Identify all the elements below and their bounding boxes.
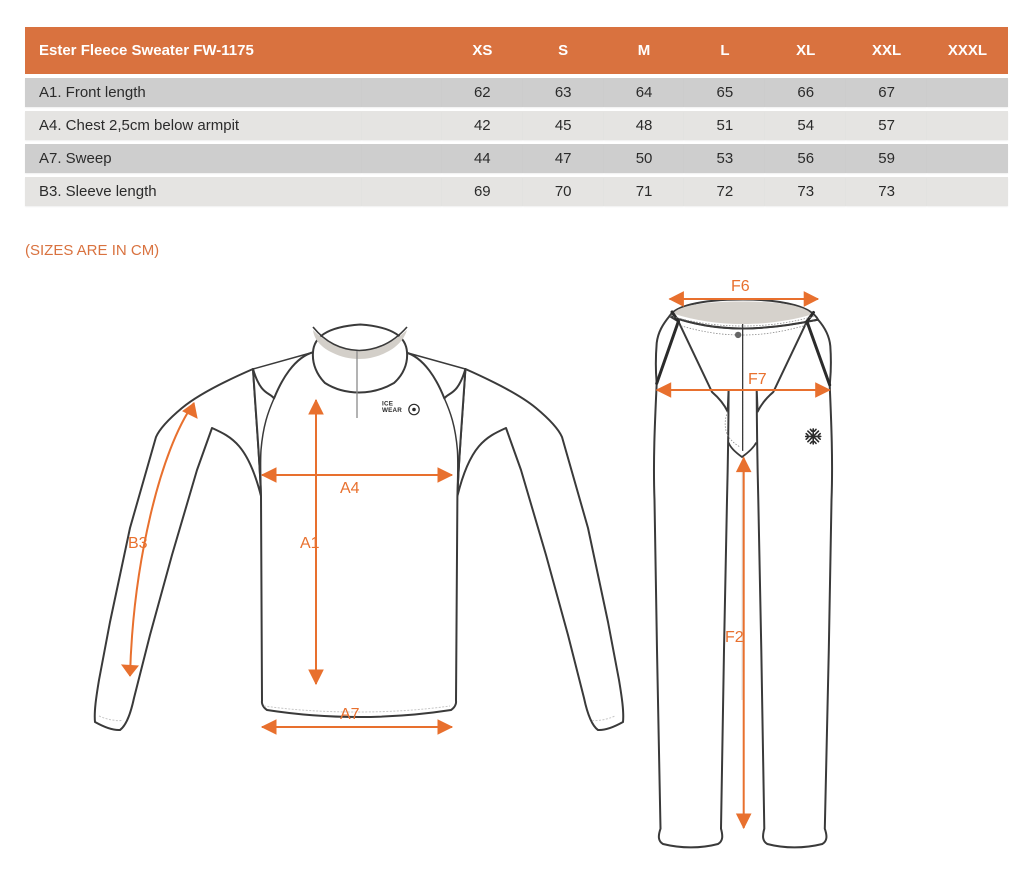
svg-text:B3: B3 bbox=[128, 535, 148, 552]
svg-text:WEAR: WEAR bbox=[382, 407, 402, 414]
svg-text:F2: F2 bbox=[725, 629, 744, 646]
svg-text:A4: A4 bbox=[340, 480, 360, 497]
svg-text:F7: F7 bbox=[748, 371, 767, 388]
svg-text:F6: F6 bbox=[731, 278, 750, 295]
svg-text:A1: A1 bbox=[300, 535, 320, 552]
svg-text:A7: A7 bbox=[340, 706, 360, 723]
